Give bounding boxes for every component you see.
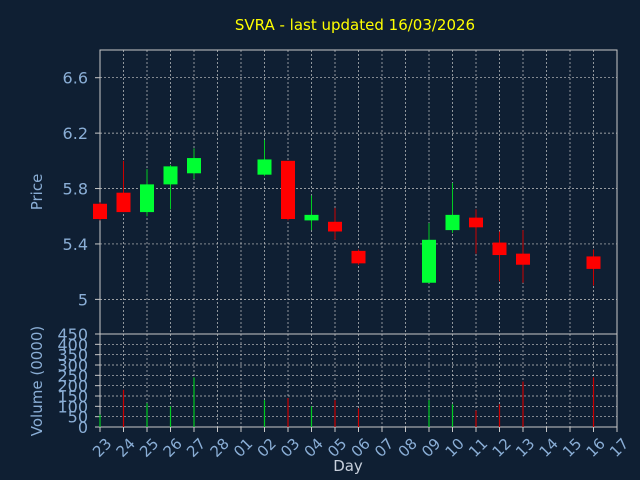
candle-body [281, 160, 295, 220]
candle-body [492, 242, 507, 256]
candle-body [93, 203, 107, 220]
candle [422, 223, 436, 283]
candle [351, 249, 366, 265]
volume-y-tick-label: 100 [57, 397, 88, 416]
price-y-tick-label: 5 [78, 290, 88, 309]
candle [257, 140, 272, 177]
price-y-tick-label: 6.2 [63, 124, 88, 143]
price-y-tick-label: 5.4 [63, 235, 88, 254]
volume-y-tick-label: 400 [57, 335, 88, 354]
candle [163, 164, 178, 210]
candle-body [328, 221, 342, 232]
candle-body [422, 239, 436, 283]
candle-body [116, 192, 131, 213]
candle [516, 230, 530, 283]
price-axis-label: Price [28, 174, 46, 211]
candle [140, 169, 154, 217]
candle-body [469, 217, 483, 228]
chart-title: SVRA - last updated 16/03/2026 [235, 16, 475, 34]
candle [116, 160, 131, 213]
candle [586, 249, 601, 286]
candle [304, 195, 319, 231]
volume-y-tick-label: 250 [57, 366, 88, 385]
price-y-tick-label: 6.6 [63, 69, 88, 88]
x-axis-label: Day [333, 457, 363, 475]
volume-y-tick-label: 300 [57, 356, 88, 375]
price-panel: 5 5.4 5.8 6.2 6.6 [63, 49, 618, 335]
candle-body [445, 214, 460, 231]
price-y-tick-label: 5.8 [63, 180, 88, 199]
candle-body [351, 250, 366, 264]
volume-axis-label: Volume (0000) [28, 326, 46, 436]
candle-body [257, 159, 272, 175]
candle [187, 148, 201, 179]
volume-y-tick-label: 350 [57, 346, 88, 365]
candle-body [304, 214, 319, 221]
candle [445, 182, 460, 233]
candle-body [140, 184, 154, 213]
volume-y-tick-label: 0 [78, 418, 88, 437]
candle-body [187, 158, 201, 174]
candle [328, 207, 342, 240]
candle [492, 231, 507, 282]
volume-y-tick-label: 50 [68, 408, 88, 427]
candle [469, 209, 483, 254]
candle-body [586, 256, 601, 269]
candle [93, 202, 107, 221]
candle-body [516, 253, 530, 265]
volume-y-tick-label: 200 [57, 377, 88, 396]
candle [281, 160, 295, 221]
volume-y-tick-label: 150 [57, 387, 88, 406]
candle-body [163, 166, 178, 185]
volume-y-tick-label: 450 [57, 325, 88, 344]
